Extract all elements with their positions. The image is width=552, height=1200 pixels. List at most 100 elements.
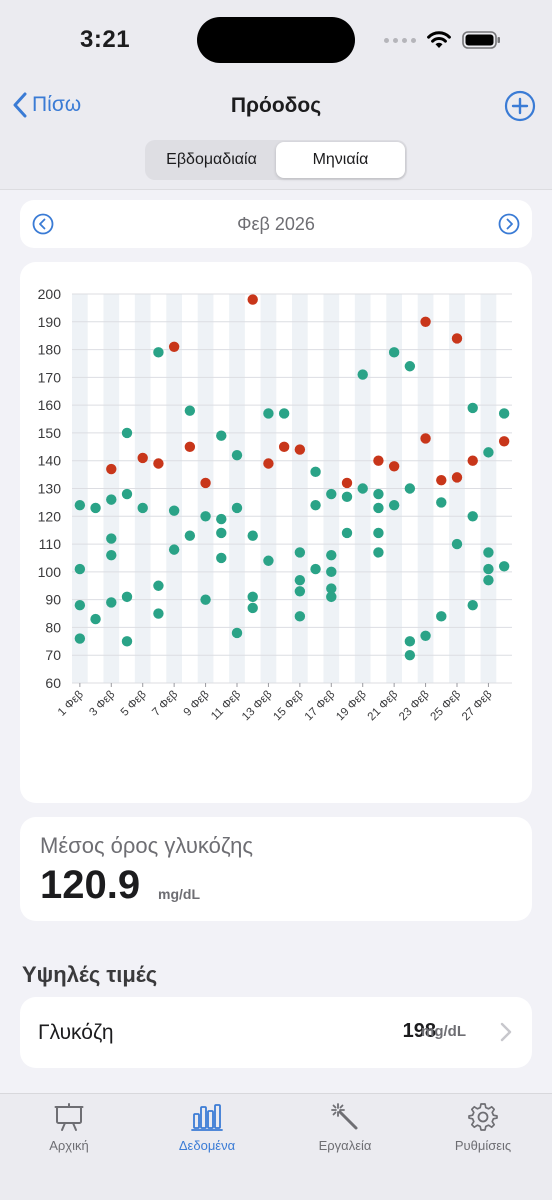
chart-point-high — [451, 472, 463, 483]
y-tick-label: 130 — [38, 481, 62, 497]
chart-point-normal — [341, 491, 353, 503]
tab-settings-label: Ρυθμίσεις — [454, 1138, 512, 1153]
chart-point-normal — [106, 494, 117, 505]
x-tick-label: 17 Φεβ — [303, 688, 338, 723]
chart-point-normal — [310, 466, 321, 478]
chart-point-high — [436, 474, 447, 486]
average-value: 120.9 — [40, 863, 141, 907]
average-label: Μέσος όρος γλυκόζης — [40, 833, 253, 858]
y-tick-label: 150 — [38, 425, 62, 441]
chart-point-normal — [498, 408, 510, 419]
period-segmented-control: Εβδομαδιαία Μηνιαία — [145, 140, 407, 180]
chart-point-normal — [373, 488, 384, 500]
chart-point-normal — [90, 502, 101, 514]
chevron-left-icon — [13, 92, 27, 118]
navigation-bar: Πίσω Πρόοδος Εβδομαδιαία Μηνιαία — [0, 80, 552, 190]
chart-point-high — [341, 477, 353, 489]
y-tick-label: 180 — [38, 342, 62, 358]
high-value-row-glucose[interactable]: Γλυκόζη 198 mg/dL — [20, 997, 532, 1068]
status-time: 3:21 — [80, 26, 131, 53]
x-tick-label: 3 Φεβ — [87, 688, 117, 718]
chart-point-normal — [74, 633, 86, 644]
segment-monthly[interactable]: Μηνιαία — [276, 142, 405, 178]
back-button-label: Πίσω — [32, 93, 82, 116]
y-tick-label: 70 — [45, 647, 61, 663]
month-selector: Φεβ 2026 — [20, 200, 532, 248]
back-button[interactable]: Πίσω — [12, 92, 81, 118]
wifi-icon — [427, 31, 451, 48]
chart-point-normal — [153, 608, 164, 619]
chart-point-normal — [106, 533, 117, 544]
x-tick-label: 7 Φεβ — [150, 688, 180, 718]
presentation-board-icon — [54, 1103, 84, 1131]
chart-point-high — [420, 316, 431, 327]
chart-point-normal — [74, 600, 86, 611]
x-tick-label: 21 Φεβ — [366, 688, 401, 723]
x-tick-label: 1 Φεβ — [56, 688, 86, 718]
previous-month-button[interactable] — [32, 213, 54, 240]
tab-bar: Αρχική Δεδομένα Εργαλεία Ρυθμίσεις — [0, 1093, 552, 1200]
chevron-right-icon — [500, 1022, 512, 1042]
high-values-title: Υψηλές τιμές — [22, 962, 158, 987]
chart-point-normal — [106, 597, 117, 608]
add-button[interactable] — [504, 90, 536, 127]
x-tick-label: 5 Φεβ — [119, 688, 149, 718]
chart-point-normal — [451, 538, 463, 550]
chart-point-normal — [247, 591, 258, 603]
chart-point-high — [373, 455, 384, 466]
segment-weekly[interactable]: Εβδομαδιαία — [166, 151, 257, 168]
chevron-right-circle-icon — [498, 213, 520, 235]
chart-point-normal — [106, 549, 117, 561]
chart-point-normal — [294, 574, 306, 586]
dynamic-island — [197, 17, 355, 63]
chart-point-normal — [467, 402, 478, 414]
tab-home[interactable]: Αρχική — [9, 1102, 129, 1153]
x-tick-label: 11 Φεβ — [209, 688, 243, 722]
tab-settings[interactable]: Ρυθμίσεις — [423, 1102, 543, 1153]
tab-data[interactable]: Δεδομένα — [147, 1102, 267, 1153]
chart-point-normal — [404, 636, 416, 647]
chart-point-normal — [467, 511, 478, 522]
tab-tools[interactable]: Εργαλεία — [285, 1102, 405, 1153]
chart-point-high — [247, 294, 258, 305]
chart-point-normal — [216, 552, 227, 564]
chart-point-normal — [294, 586, 306, 597]
chart-point-high — [153, 458, 164, 469]
chart-point-normal — [121, 427, 133, 439]
average-unit: mg/dL — [158, 886, 200, 902]
y-tick-label: 200 — [38, 286, 62, 302]
tab-tools-label: Εργαλεία — [318, 1138, 372, 1153]
x-tick-label: 23 Φεβ — [397, 688, 432, 723]
chart-point-normal — [341, 527, 353, 539]
chart-point-normal — [168, 544, 180, 555]
chart-point-normal — [483, 547, 494, 558]
y-tick-label: 90 — [45, 592, 61, 608]
chart-point-normal — [420, 630, 431, 641]
chart-point-normal — [184, 530, 196, 541]
chart-point-high — [294, 444, 306, 455]
chart-point-normal — [74, 563, 86, 575]
chart-point-high — [388, 461, 400, 472]
chart-point-normal — [467, 600, 478, 611]
y-tick-label: 60 — [45, 675, 61, 691]
chart-point-normal — [404, 361, 416, 372]
signal-icon — [384, 37, 416, 43]
glucose-chart-card: 60 70 80 90 100 110 120 130 140 150 160 170 180 190 20… — [20, 262, 532, 803]
x-tick-label: 9 Φεβ — [182, 688, 212, 718]
status-bar: 3:21 — [0, 0, 552, 80]
chart-point-normal — [373, 547, 384, 558]
y-tick-label: 100 — [38, 564, 62, 580]
chart-point-normal — [168, 505, 180, 516]
chart-point-normal — [326, 488, 337, 500]
y-tick-label: 190 — [38, 314, 62, 330]
next-month-button[interactable] — [498, 213, 520, 240]
chart-point-normal — [326, 549, 337, 561]
chart-point-normal — [498, 561, 510, 572]
chart-point-normal — [294, 611, 306, 622]
y-tick-label: 170 — [38, 369, 62, 385]
page-title: Πρόοδος — [230, 94, 322, 117]
chart-point-normal — [231, 502, 243, 514]
chart-point-normal — [373, 527, 384, 539]
chart-point-normal — [404, 650, 416, 661]
chart-point-high — [137, 452, 148, 464]
